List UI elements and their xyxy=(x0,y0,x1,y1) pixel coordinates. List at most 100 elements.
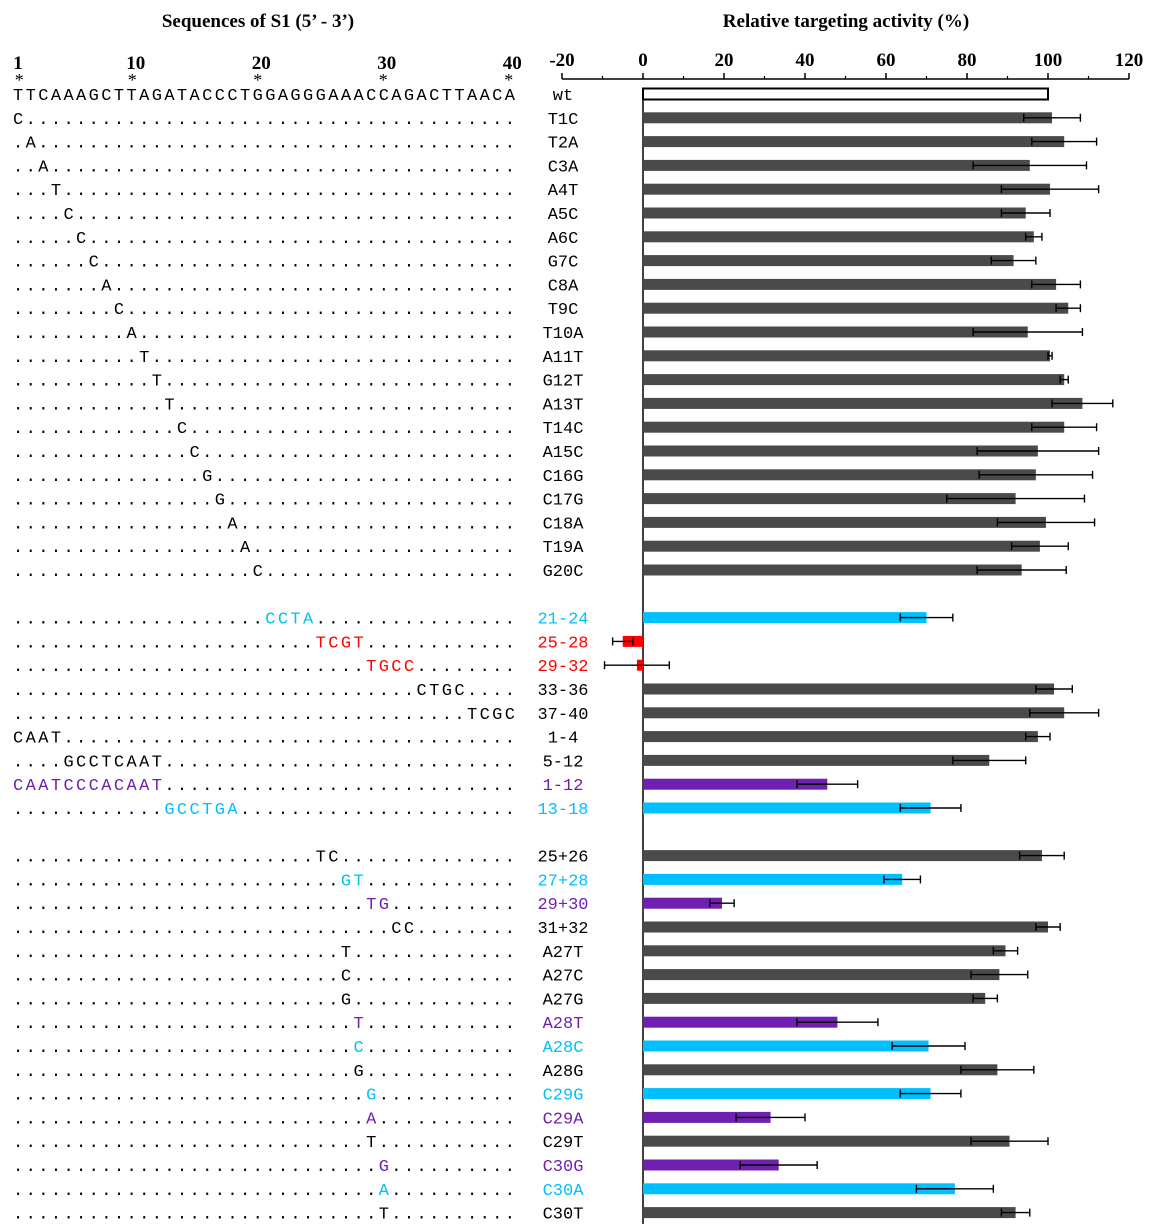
sequence-dots: ............................ xyxy=(13,896,364,915)
mutation-label: wt xyxy=(553,87,573,106)
sequence-text: ........................... T............ xyxy=(13,1015,515,1034)
sequence-text: ............................. A.......... xyxy=(13,1182,515,1201)
sequence-panel-title: Sequences of S1 (5’ - 3’) xyxy=(162,11,354,32)
bar-wt xyxy=(642,87,1049,101)
sequence-mutation: A xyxy=(227,515,238,534)
sequence-dots: ............ xyxy=(366,634,515,653)
sequence-dots: ..................... xyxy=(253,539,515,558)
sequence-dots: .......................... xyxy=(13,872,338,891)
sequence-dots: ......................... xyxy=(202,444,515,463)
sequence-dots: ................................... xyxy=(76,206,515,225)
mutation-label: 33-36 xyxy=(537,682,588,701)
position-label: 40 xyxy=(503,53,522,74)
sequence-text: .................................... TCGC xyxy=(13,706,515,725)
position-star: * xyxy=(379,70,388,90)
sequence-text: ................................ CTGC.... xyxy=(13,682,515,701)
bar-t19a xyxy=(643,540,1040,552)
bar-a5c xyxy=(643,207,1026,219)
mutation-label: C17G xyxy=(543,492,584,511)
mutation-label: G20C xyxy=(543,563,584,582)
sequence-text: .............................. CC........ xyxy=(13,920,515,939)
sequence-dots: .... xyxy=(13,206,61,225)
position-star: * xyxy=(15,70,24,90)
sequence-mutation: T xyxy=(139,349,149,368)
sequence-mutation: T xyxy=(379,1206,389,1224)
bar-c18a xyxy=(643,516,1046,528)
sequence-mutation: CAATCCCACAAT xyxy=(13,777,162,796)
sequence-dots: ........... xyxy=(379,1110,515,1129)
sequence-mutation: C xyxy=(253,563,263,582)
position-label: 10 xyxy=(126,53,145,74)
bar-37-40 xyxy=(643,707,1065,719)
sequence-dots: ......... xyxy=(13,325,124,344)
bar-33-36 xyxy=(643,683,1055,695)
sequence-mutation: GCCTGA xyxy=(164,801,238,820)
mutation-label: A28G xyxy=(543,1063,584,1082)
sequence-mutation: G xyxy=(379,1158,389,1177)
sequence-mutation: G xyxy=(353,1063,363,1082)
sequence-text: ..... C.................................. xyxy=(13,230,515,249)
sequence-dots: .................................... xyxy=(13,706,465,725)
sequence-text: .......................... GT............ xyxy=(13,872,515,891)
sequence-text: ............................ T........... xyxy=(13,1134,515,1153)
mutation-label: C29A xyxy=(543,1110,585,1129)
bar-c3a xyxy=(643,159,1030,171)
x-tick-label: 100 xyxy=(1034,50,1063,71)
sequence-dots: ........ xyxy=(13,301,111,320)
x-tick-label: 120 xyxy=(1115,50,1144,71)
sequence-position-markers: 1*10*20*30*40* xyxy=(13,53,521,90)
sequence-mutation: TCGT xyxy=(316,634,364,653)
mutation-label: A28T xyxy=(543,1015,584,1034)
sequence-dots: ............. xyxy=(13,420,175,439)
position-star: * xyxy=(128,70,137,90)
bar-5-12 xyxy=(643,754,990,766)
sequence-dots: .............................. xyxy=(13,920,389,939)
mutation-label: C18A xyxy=(543,515,585,534)
bar-t1c xyxy=(643,112,1053,124)
mutation-label: C30A xyxy=(543,1182,585,1201)
mutation-label: C3A xyxy=(548,158,579,177)
x-tick-label: 80 xyxy=(958,50,977,71)
sequence-dots: ............................ xyxy=(164,777,515,796)
sequence-text: ........................... C............ xyxy=(13,1039,515,1058)
sequence-dots: ............ xyxy=(366,872,515,891)
sequence-text: ............................ A........... xyxy=(13,1110,515,1129)
bar-c29g xyxy=(643,1088,931,1100)
sequence-mutation: A xyxy=(126,325,137,344)
sequence-dots: .......... xyxy=(13,349,137,368)
sequence-mutation: G xyxy=(341,991,351,1010)
sequence-dots: .................. xyxy=(13,539,238,558)
sequence-mutation: C xyxy=(76,230,86,249)
mutation-label: 21-24 xyxy=(537,611,588,630)
bar-a28c xyxy=(643,1040,929,1052)
sequence-mutation: A xyxy=(379,1182,390,1201)
sequence-dots: ........................... xyxy=(13,1039,351,1058)
sequence-dots: ............................ xyxy=(164,753,515,772)
sequence-dots: ................ xyxy=(13,492,212,511)
position-star: * xyxy=(253,70,262,90)
sequence-mutation: T xyxy=(164,396,174,415)
bar-g12t xyxy=(643,374,1065,386)
bar-c17g xyxy=(643,493,1016,505)
mutation-label: C29G xyxy=(543,1087,584,1106)
sequence-text: ............................ TGCC........ xyxy=(13,658,515,677)
bar-t2a xyxy=(643,136,1065,148)
bar-c30g xyxy=(643,1159,779,1171)
mutation-label: A4T xyxy=(548,182,579,201)
mutation-label: 31+32 xyxy=(537,920,588,939)
bar-g20c xyxy=(643,564,1022,576)
bar-a28t xyxy=(643,1016,838,1028)
sequence-mutation: C xyxy=(114,301,124,320)
sequence-dots: ........ xyxy=(417,658,515,677)
bar-21-24 xyxy=(643,612,927,624)
mutation-label: T1C xyxy=(548,111,579,130)
mutation-label: A11T xyxy=(543,349,584,368)
sequence-dots: .... xyxy=(467,682,515,701)
sequence-mutation: CTGC xyxy=(417,682,465,701)
sequence-text: ........... T............................ xyxy=(13,373,515,392)
bar-series xyxy=(603,87,1114,1219)
sequence-text: ............................ TG.......... xyxy=(13,896,515,915)
sequence-mutation: CC xyxy=(391,920,414,939)
bar-c30t xyxy=(643,1207,1016,1219)
